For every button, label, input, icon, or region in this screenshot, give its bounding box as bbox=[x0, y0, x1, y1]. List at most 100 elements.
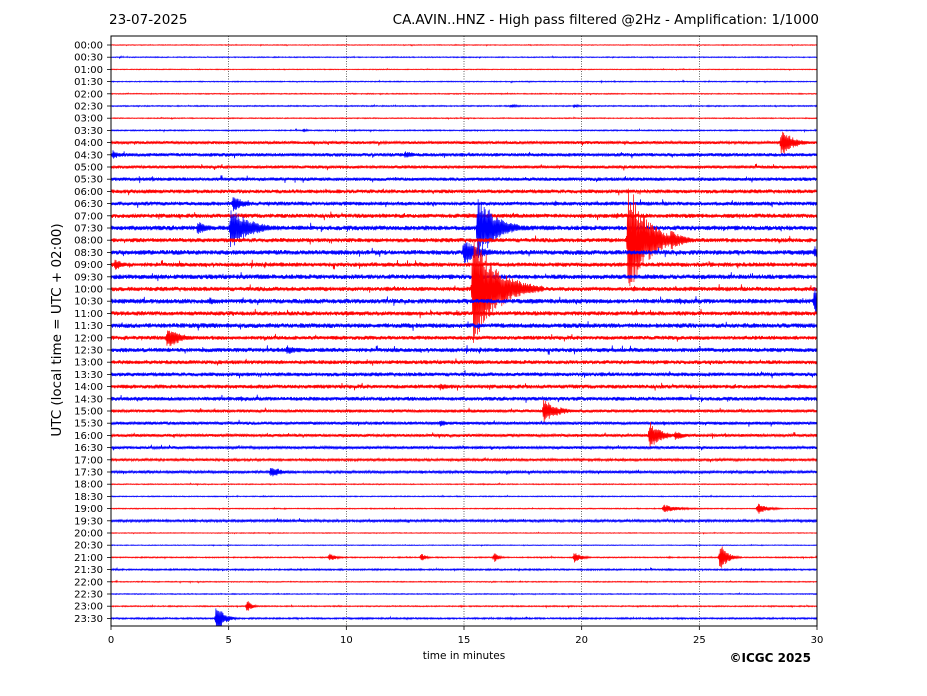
trace-row-1000 bbox=[111, 241, 817, 343]
x-tick-label: 20 bbox=[575, 635, 588, 646]
y-tick-label: 18:30 bbox=[74, 492, 103, 503]
chart-title: CA.AVIN..HNZ - High pass filtered @2Hz -… bbox=[392, 12, 819, 28]
trace-row-0600 bbox=[111, 188, 817, 196]
y-tick-label: 10:30 bbox=[74, 297, 103, 308]
traces bbox=[111, 43, 817, 626]
x-tick-label: 15 bbox=[458, 635, 471, 646]
trace-row-0400 bbox=[111, 131, 817, 154]
trace-row-0530 bbox=[111, 175, 817, 184]
trace-row-1400 bbox=[111, 382, 817, 391]
x-tick-label: 5 bbox=[225, 635, 231, 646]
y-tick-label: 15:30 bbox=[74, 419, 103, 430]
trace-row-0000 bbox=[111, 43, 817, 47]
x-tick-label: 10 bbox=[340, 635, 353, 646]
trace-row-0430 bbox=[111, 150, 817, 159]
trace-row-1230 bbox=[111, 345, 817, 355]
trace-row-0730 bbox=[111, 199, 817, 252]
trace-row-1100 bbox=[111, 308, 817, 319]
trace-row-2230 bbox=[111, 591, 817, 596]
y-tick-label: 11:30 bbox=[74, 321, 103, 332]
trace-row-1730 bbox=[111, 468, 817, 477]
y-tick-label: 10:00 bbox=[74, 285, 103, 296]
trace-row-1430 bbox=[111, 394, 817, 403]
trace-row-0630 bbox=[111, 197, 817, 212]
y-tick-label: 20:00 bbox=[74, 529, 103, 540]
y-tick-label: 08:00 bbox=[74, 236, 103, 247]
y-tick-label: 05:30 bbox=[74, 175, 103, 186]
trace-row-0930 bbox=[111, 272, 817, 282]
y-axis-label: UTC (local time = UTC + 02:00) bbox=[49, 223, 65, 437]
y-tick-label: 05:00 bbox=[74, 163, 103, 174]
y-tick-label: 23:30 bbox=[74, 614, 103, 625]
y-tick-label: 06:30 bbox=[74, 199, 103, 210]
y-tick-label: 16:30 bbox=[74, 443, 103, 454]
y-tick-label: 07:00 bbox=[74, 211, 103, 222]
x-tick-label: 30 bbox=[811, 635, 824, 646]
y-tick-label: 13:30 bbox=[74, 370, 103, 381]
trace-row-0500 bbox=[111, 163, 817, 171]
trace-row-1700 bbox=[111, 457, 817, 463]
trace-row-1330 bbox=[111, 370, 817, 379]
trace-row-1530 bbox=[111, 419, 817, 427]
trace-row-2130 bbox=[111, 566, 817, 572]
y-tick-label: 02:30 bbox=[74, 102, 103, 113]
x-axis-label: time in minutes bbox=[422, 650, 506, 662]
trace-row-1200 bbox=[111, 330, 817, 347]
y-tick-label: 17:30 bbox=[74, 468, 103, 479]
trace-row-0130 bbox=[111, 79, 817, 84]
y-tick-label: 16:00 bbox=[74, 431, 103, 442]
y-tick-label: 14:30 bbox=[74, 394, 103, 405]
y-tick-label: 11:00 bbox=[74, 309, 103, 320]
y-tick-label: 22:30 bbox=[74, 590, 103, 601]
trace-row-2030 bbox=[111, 543, 817, 547]
y-tick-label: 01:00 bbox=[74, 65, 103, 76]
y-tick-label: 19:00 bbox=[74, 504, 103, 515]
trace-row-1630 bbox=[111, 444, 817, 451]
y-tick-label: 03:00 bbox=[74, 114, 103, 125]
trace-row-1030 bbox=[111, 287, 817, 314]
y-tick-label: 09:30 bbox=[74, 272, 103, 283]
trace-row-1800 bbox=[111, 482, 817, 487]
y-tick-label: 15:00 bbox=[74, 407, 103, 418]
trace-row-1900 bbox=[111, 503, 817, 514]
trace-row-0830 bbox=[111, 242, 817, 263]
trace-row-2100 bbox=[111, 546, 817, 568]
trace-row-1300 bbox=[111, 358, 817, 366]
y-tick-label: 12:00 bbox=[74, 333, 103, 344]
y-tick-label: 23:00 bbox=[74, 602, 103, 613]
y-tick-label: 07:30 bbox=[74, 224, 103, 235]
y-tick-label: 12:30 bbox=[74, 346, 103, 357]
y-tick-label: 13:00 bbox=[74, 358, 103, 369]
trace-row-0030 bbox=[111, 55, 817, 60]
trace-row-1930 bbox=[111, 518, 817, 524]
y-tick-label: 00:00 bbox=[74, 41, 103, 52]
trace-row-1500 bbox=[111, 399, 817, 422]
y-tick-label: 06:00 bbox=[74, 187, 103, 198]
y-tick-label: 21:00 bbox=[74, 553, 103, 564]
y-tick-label: 19:30 bbox=[74, 516, 103, 527]
y-tick-label: 03:30 bbox=[74, 126, 103, 137]
trace-row-0700 bbox=[111, 211, 817, 221]
trace-row-0200 bbox=[111, 91, 817, 96]
y-tick-label: 14:00 bbox=[74, 382, 103, 393]
x-tick-label: 25 bbox=[693, 635, 706, 646]
y-tick-label: 04:30 bbox=[74, 150, 103, 161]
y-tick-label: 18:00 bbox=[74, 480, 103, 491]
trace-row-0100 bbox=[111, 67, 817, 71]
trace-row-1830 bbox=[111, 494, 817, 499]
trace-row-2200 bbox=[111, 579, 817, 584]
x-tick-label: 0 bbox=[108, 635, 114, 646]
y-tick-label: 22:00 bbox=[74, 577, 103, 588]
y-tick-label: 00:30 bbox=[74, 53, 103, 64]
trace-row-2330 bbox=[111, 608, 817, 626]
y-tick-label: 01:30 bbox=[74, 77, 103, 88]
trace-row-0300 bbox=[111, 116, 817, 121]
trace-row-0900 bbox=[111, 259, 817, 270]
trace-row-2000 bbox=[111, 531, 817, 535]
y-tick-label: 08:30 bbox=[74, 248, 103, 259]
chart-date: 23-07-2025 bbox=[109, 12, 188, 28]
y-tick-label: 21:30 bbox=[74, 565, 103, 576]
trace-row-0230 bbox=[111, 103, 817, 109]
trace-row-0800 bbox=[111, 188, 817, 287]
